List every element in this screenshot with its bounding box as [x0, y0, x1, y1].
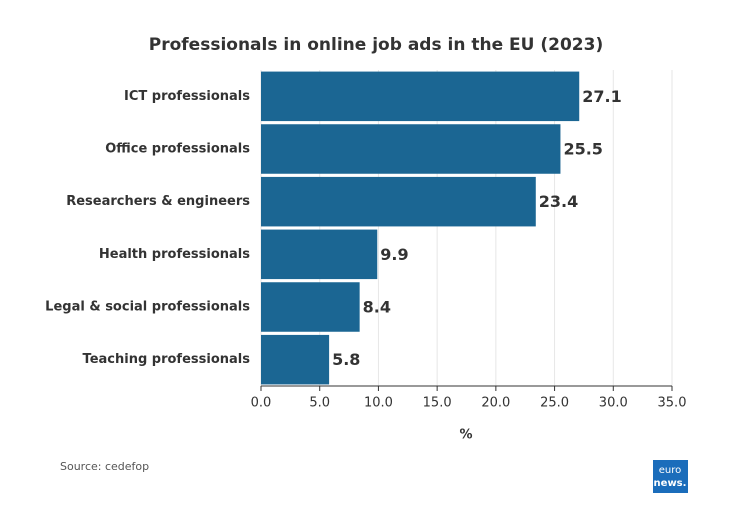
y-tick-label: Legal & social professionals	[45, 300, 250, 315]
x-axis-label: %	[459, 428, 472, 443]
value-label: 9.9	[380, 245, 408, 264]
value-label: 5.8	[332, 350, 360, 369]
x-tick-label: 10.0	[364, 396, 393, 411]
bar	[261, 71, 580, 122]
y-tick-label: Health professionals	[99, 247, 250, 262]
bar	[261, 124, 561, 174]
value-label: 27.1	[582, 87, 621, 106]
value-label: 23.4	[539, 192, 578, 211]
bar	[261, 229, 378, 280]
bar	[261, 334, 330, 385]
logo-text: euro	[659, 465, 682, 476]
logo-box	[653, 460, 688, 493]
x-tick-label: 15.0	[423, 396, 452, 411]
x-tick-label: 25.0	[540, 396, 569, 411]
source: Source: cedefop	[60, 460, 149, 473]
bar	[261, 282, 360, 332]
y-tick-label: Office professionals	[105, 142, 250, 157]
value-label: 8.4	[363, 298, 391, 317]
chart-title: Professionals in online job ads in the E…	[149, 35, 603, 55]
y-tick-label: Teaching professionals	[83, 352, 251, 367]
logo-text: news.	[654, 478, 687, 489]
x-tick-label: 0.0	[251, 396, 272, 411]
x-tick-label: 20.0	[481, 396, 510, 411]
y-tick-label: ICT professionals	[124, 89, 250, 104]
value-label: 25.5	[563, 140, 602, 159]
y-tick-label: Researchers & engineers	[66, 194, 250, 209]
x-tick-label: 30.0	[599, 396, 628, 411]
x-tick-label: 35.0	[658, 396, 687, 411]
bar	[261, 176, 536, 227]
x-tick-label: 5.0	[309, 396, 330, 411]
